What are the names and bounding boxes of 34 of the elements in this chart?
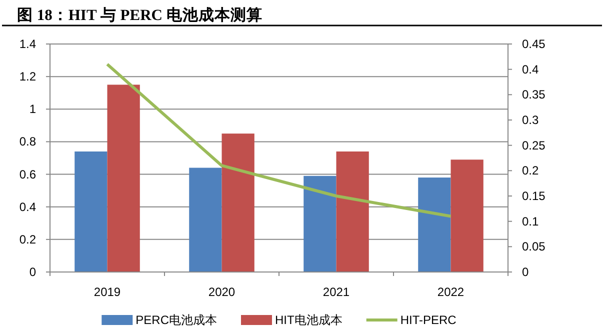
x-tick-label: 2021 — [322, 285, 350, 299]
bar — [189, 168, 222, 272]
y-tick-label: 0.6 — [19, 167, 36, 182]
y2-tick-label: 0.1 — [522, 214, 540, 228]
bar — [222, 134, 254, 272]
y2-tick-label: 0 — [522, 265, 529, 279]
bar — [107, 84, 140, 272]
y-tick-label: 1.2 — [19, 70, 36, 84]
legend-label: HIT-PERC — [400, 313, 457, 327]
y-tick-label: 0.2 — [19, 232, 36, 246]
x-tick-label: 2019 — [94, 285, 121, 299]
y-tick-label: 0.8 — [19, 134, 36, 149]
bar — [74, 151, 108, 272]
x-tick-label: 2022 — [437, 285, 464, 299]
x-tick-label: 2020 — [208, 285, 236, 299]
y2-tick-label: 0.05 — [522, 240, 546, 254]
y2-tick-label: 0.15 — [522, 189, 546, 203]
bar — [450, 160, 484, 272]
y2-tick-label: 0.4 — [522, 62, 540, 76]
legend-label: HIT电池成本 — [274, 313, 342, 327]
bar — [304, 176, 336, 272]
bar — [418, 178, 451, 272]
y-tick-label: 1 — [29, 102, 36, 116]
y2-tick-label: 0.2 — [522, 164, 540, 178]
y2-tick-label: 0.3 — [522, 113, 540, 127]
y-tick-label: 0.4 — [19, 200, 36, 214]
y2-tick-label: 0.25 — [522, 138, 546, 152]
y2-tick-label: 0.45 — [522, 37, 546, 51]
y-tick-label: 1.4 — [19, 37, 36, 51]
y2-tick-label: 0.35 — [522, 88, 546, 102]
legend-label: PERC电池成本 — [136, 313, 217, 327]
title: 图 18：HIT 与 PERC 电池成本测算 — [17, 7, 262, 24]
bar — [336, 151, 369, 272]
y-tick-label: 0 — [29, 265, 36, 279]
